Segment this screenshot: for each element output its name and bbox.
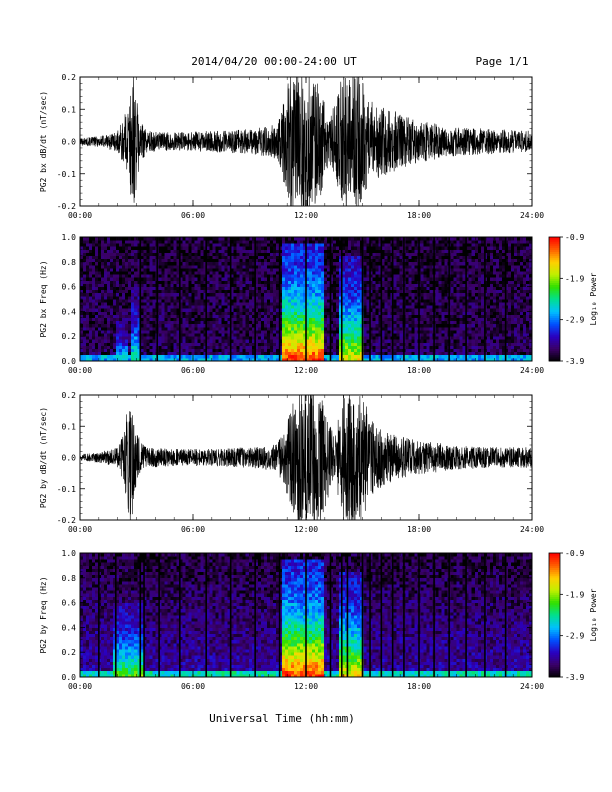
spectrogram-cells [80, 553, 533, 678]
y-tick-label: 1.0 [62, 549, 77, 558]
x-tick-label: 18:00 [407, 211, 431, 220]
y-tick-label: 0.0 [62, 357, 77, 366]
chart-panel-3: 0.2 0.1 0.0 -0.1 -0.200:00 06:00 12:00 18:00 24:… [39, 391, 544, 534]
x-tick-label: 18:00 [407, 682, 431, 691]
x-tick-label: 12:00 [294, 682, 318, 691]
x-tick-label: 24:00 [520, 366, 544, 375]
y-tick-label: 0.1 [62, 105, 77, 114]
y-tick-label: 0.1 [62, 422, 77, 431]
y-tick-label: 0.2 [62, 332, 77, 341]
y-tick-label: -0.2 [57, 202, 76, 211]
y-axis-label: PG2 by dB/dt (nT/sec) [39, 407, 48, 508]
colorbar-tick-label: -0.9 [565, 549, 584, 558]
x-tick-label: 00:00 [68, 682, 92, 691]
colorbar-tick-label: -3.9 [565, 673, 584, 682]
y-tick-label: 0.6 [62, 599, 77, 608]
y-tick-label: 0.0 [62, 454, 77, 463]
x-tick-label: 12:00 [294, 211, 318, 220]
colorbar-tick-label: -1.9 [565, 274, 584, 283]
waveform-trace [79, 394, 533, 521]
colorbar-tick-label: -2.9 [565, 316, 584, 325]
chart-panel-4: -0.9 -1.9 -2.9 -3.9 Log₁₀ Power 1.0 0.8 0.6 0.4 0… [39, 549, 598, 691]
y-tick-label: -0.1 [57, 170, 76, 179]
colorbar-tick-label: -2.9 [565, 632, 584, 641]
chart-panel-1: 0.2 0.1 0.0 -0.1 -0.200:00 06:00 12:00 18:00 24:… [39, 73, 544, 220]
x-tick-label: 12:00 [294, 525, 318, 534]
x-tick-label: 24:00 [520, 211, 544, 220]
colorbar-tick-label: -0.9 [565, 233, 584, 242]
page-indicator: Page 1/1 [476, 55, 529, 68]
x-tick-label: 00:00 [68, 366, 92, 375]
colorbar-tick-label: -3.9 [565, 357, 584, 366]
y-tick-label: 0.2 [62, 648, 77, 657]
y-axis-label: PG2 bx Freq (Hz) [39, 260, 48, 337]
y-axis-label: PG2 bx dB/dt (nT/sec) [39, 91, 48, 192]
x-tick-label: 00:00 [68, 525, 92, 534]
y-tick-label: 0.8 [62, 258, 77, 267]
y-tick-label: 0.0 [62, 673, 77, 682]
x-tick-label: 06:00 [181, 525, 205, 534]
colorbar: -0.9 -1.9 -2.9 -3.9 Log₁₀ Power [548, 549, 598, 682]
colorbar-tick-label: -1.9 [565, 590, 584, 599]
y-tick-label: 0.4 [62, 307, 77, 316]
colorbar-label: Log₁₀ Power [589, 588, 598, 641]
x-tick-label: 06:00 [181, 366, 205, 375]
x-tick-label: 24:00 [520, 682, 544, 691]
x-tick-label: 06:00 [181, 682, 205, 691]
y-tick-label: -0.1 [57, 485, 76, 494]
y-tick-label: 0.6 [62, 283, 77, 292]
x-tick-label: 06:00 [181, 211, 205, 220]
x-tick-label: 18:00 [407, 525, 431, 534]
y-tick-label: 0.0 [62, 138, 77, 147]
y-tick-label: 0.4 [62, 623, 77, 632]
y-axis-label: PG2 by Freq (Hz) [39, 576, 48, 653]
colorbar-label: Log₁₀ Power [589, 272, 598, 325]
x-axis-label: Universal Time (hh:mm) [209, 712, 355, 725]
waveform-trace [79, 76, 533, 207]
y-tick-label: 0.2 [62, 391, 77, 400]
x-tick-label: 18:00 [407, 366, 431, 375]
y-tick-label: 0.8 [62, 574, 77, 583]
y-tick-label: 0.2 [62, 73, 77, 82]
x-tick-label: 00:00 [68, 211, 92, 220]
y-tick-label: 1.0 [62, 233, 77, 242]
colorbar: -0.9 -1.9 -2.9 -3.9 Log₁₀ Power [548, 233, 598, 366]
chart-panel-2: -0.9 -1.9 -2.9 -3.9 Log₁₀ Power 1.0 0.8 0.6 0.4 0… [39, 233, 598, 375]
figure-title: 2014/04/20 00:00-24:00 UT [191, 55, 357, 68]
y-tick-label: -0.2 [57, 516, 76, 525]
x-tick-label: 12:00 [294, 366, 318, 375]
x-tick-label: 24:00 [520, 525, 544, 534]
